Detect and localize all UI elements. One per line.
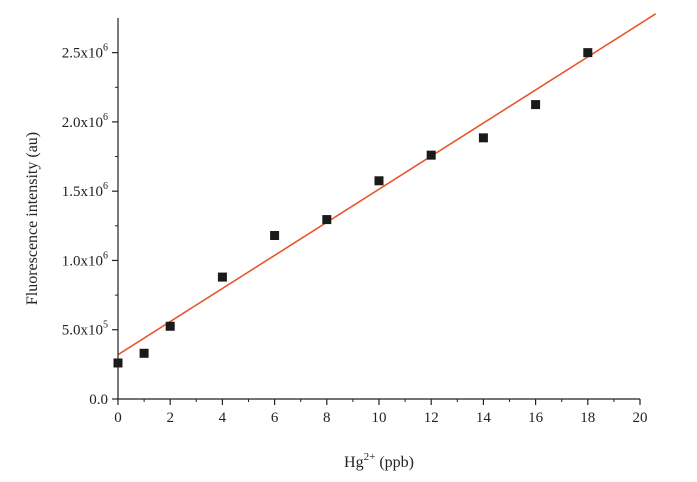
x-axis-title-main: Hg	[344, 454, 364, 471]
data-point	[165, 321, 175, 331]
x-tick-label: 8	[323, 410, 331, 426]
data-point	[583, 48, 593, 58]
y-tick-label: 1.0x106	[62, 250, 108, 269]
data-point	[426, 150, 436, 160]
data-point	[478, 133, 488, 143]
x-tick-label: 0	[114, 410, 122, 426]
y-axis-title: Fluorescence intensity (au)	[24, 132, 41, 305]
linear-fit-line	[117, 13, 657, 356]
data-point	[217, 272, 227, 282]
y-tick-label: 0.0	[89, 392, 108, 408]
x-tick-label: 6	[271, 410, 279, 426]
x-axis-title-unit: (ppb)	[375, 454, 414, 471]
x-tick-label: 16	[528, 410, 544, 426]
data-point	[374, 176, 384, 186]
x-tick-label: 10	[372, 410, 387, 426]
y-ticks: 0.0 5.0x105 1.0x106 1.5x106 2.0x106 2.5x106	[62, 43, 118, 408]
y-tick-label: 2.0x106	[62, 112, 108, 131]
x-tick-label: 18	[580, 410, 595, 426]
x-tick-label: 12	[424, 410, 439, 426]
data-point	[139, 348, 149, 358]
y-tick-label: 2.5x106	[62, 43, 108, 62]
x-tick-label: 14	[476, 410, 492, 426]
x-ticks: 0 2 4 6 8 10 12 14 16 18 20	[114, 399, 648, 426]
y-tick-label: 1.5x106	[62, 181, 108, 200]
data-point	[531, 100, 541, 110]
data-point	[322, 215, 332, 225]
x-axis-title: Hg2+ (ppb)	[344, 451, 414, 471]
y-tick-label: 5.0x105	[62, 320, 108, 339]
x-tick-label: 2	[166, 410, 174, 426]
x-tick-label: 4	[219, 410, 227, 426]
x-axis-title-sup: 2+	[364, 451, 376, 463]
data-point	[270, 231, 280, 241]
plot-area	[113, 13, 657, 368]
x-tick-label: 20	[633, 410, 648, 426]
